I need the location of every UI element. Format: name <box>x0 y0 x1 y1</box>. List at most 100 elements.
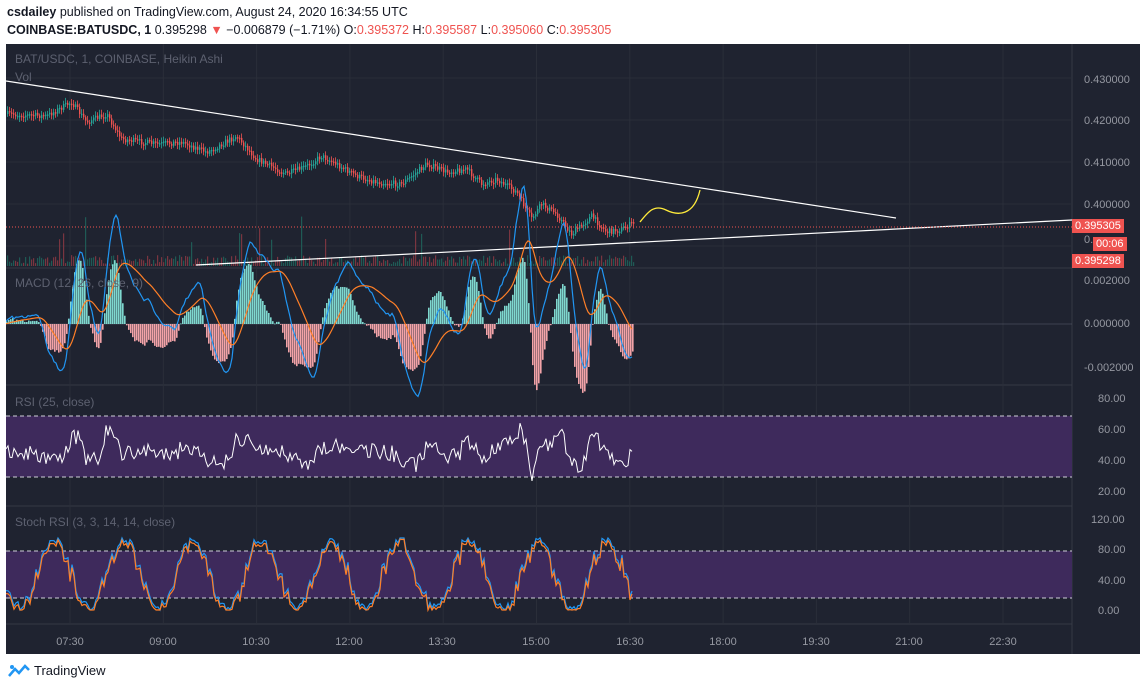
candle <box>241 137 243 143</box>
macd-histogram-bar <box>548 324 550 331</box>
rsi-pane-title: RSI (25, close) <box>15 395 95 409</box>
candle <box>373 179 375 184</box>
macd-histogram-bar <box>508 303 510 324</box>
volume-bar <box>593 261 595 266</box>
candle <box>325 155 327 161</box>
candle <box>581 224 583 227</box>
macd-histogram-bar <box>166 324 168 346</box>
candle <box>445 169 447 173</box>
volume-bar <box>53 257 55 266</box>
volume-bar <box>69 261 71 266</box>
candle <box>551 207 553 209</box>
tradingview-logo[interactable]: TradingView <box>8 663 106 678</box>
macd-histogram-bar <box>144 324 146 346</box>
candle <box>105 117 107 119</box>
projection-curve <box>639 189 701 223</box>
volume-bar <box>395 262 397 266</box>
candle <box>271 162 273 167</box>
chart-area[interactable]: BAT/USDC, 1, COINBASE, Heikin Ashi Vol M… <box>6 44 1140 654</box>
macd-histogram-bar <box>520 262 522 324</box>
price-axis-label: 0.410000 <box>1084 157 1130 169</box>
candle <box>27 114 29 116</box>
volume-bar <box>413 255 415 266</box>
macd-histogram-bar <box>68 318 70 324</box>
candle <box>371 180 373 184</box>
candle <box>599 225 601 228</box>
price-axis-label-partial: 0. <box>1084 234 1094 246</box>
volume-bar <box>357 262 359 266</box>
candle <box>77 104 79 108</box>
volume-bar <box>143 260 145 266</box>
author-name[interactable]: csdailey <box>7 5 57 19</box>
macd-histogram-bar <box>346 287 348 324</box>
candle <box>359 174 361 179</box>
candle <box>201 147 203 149</box>
volume-bar <box>73 256 75 266</box>
candle <box>41 114 43 119</box>
candle <box>513 189 515 193</box>
candle <box>29 114 31 116</box>
macd-histogram-bar <box>240 277 242 324</box>
volume-bar <box>255 260 257 266</box>
volume-bar <box>455 262 457 266</box>
macd-histogram-bar <box>26 321 28 324</box>
volume-bar <box>617 258 619 266</box>
chart-canvas[interactable] <box>6 44 1140 654</box>
volume-bar <box>37 258 39 266</box>
candle <box>301 166 303 170</box>
candle <box>91 120 93 124</box>
close-price-tag: 0.395305 <box>1072 219 1124 233</box>
macd-histogram-bar <box>560 288 562 324</box>
macd-histogram-bar <box>578 324 580 384</box>
macd-histogram-bar <box>480 302 482 324</box>
volume-bar <box>501 263 503 266</box>
macd-histogram-bar <box>626 324 628 360</box>
candle <box>31 114 33 116</box>
candle <box>221 144 223 147</box>
rsi-axis-label: 40.00 <box>1098 455 1126 467</box>
macd-histogram-bar <box>358 314 360 324</box>
candle <box>251 150 253 156</box>
macd-histogram-bar <box>326 303 328 324</box>
macd-histogram-bar <box>570 324 572 334</box>
candle <box>555 212 557 214</box>
volume-bar <box>303 255 305 266</box>
macd-histogram-bar <box>132 324 134 338</box>
candle <box>171 143 173 146</box>
volume-bar <box>199 261 201 266</box>
macd-histogram-bar <box>260 298 262 324</box>
candle <box>451 172 453 174</box>
signal-line <box>6 240 633 364</box>
volume-bar <box>497 261 499 266</box>
macd-histogram-bar <box>562 284 564 324</box>
macd-histogram-bar <box>12 318 14 324</box>
macd-histogram-bar <box>328 298 330 324</box>
volume-bar <box>43 259 45 266</box>
macd-histogram-bar <box>112 264 114 324</box>
stoch-axis-label: 80.00 <box>1098 544 1126 556</box>
macd-histogram-bar <box>488 324 490 339</box>
volume-bar <box>275 261 277 266</box>
volume-bar <box>391 263 393 266</box>
candle <box>317 156 319 162</box>
volume-bar <box>293 261 295 266</box>
macd-histogram-bar <box>252 271 254 324</box>
candle <box>529 209 531 213</box>
volume-bar <box>145 263 147 266</box>
macd-histogram-bar <box>292 324 294 363</box>
macd-histogram-bar <box>534 324 536 385</box>
candle <box>525 206 527 208</box>
candle <box>503 181 505 185</box>
macd-histogram-bar <box>114 260 116 324</box>
macd-histogram-bar <box>476 281 478 324</box>
macd-histogram-bar <box>262 300 264 324</box>
macd-histogram-bar <box>538 324 540 384</box>
candle <box>103 117 105 119</box>
volume-bar <box>313 261 315 266</box>
candle <box>81 113 83 116</box>
volume-bar <box>605 259 607 266</box>
macd-histogram-bar <box>62 324 64 349</box>
macd-histogram-bar <box>204 324 206 328</box>
candle <box>313 164 315 166</box>
macd-histogram-bar <box>164 324 166 347</box>
